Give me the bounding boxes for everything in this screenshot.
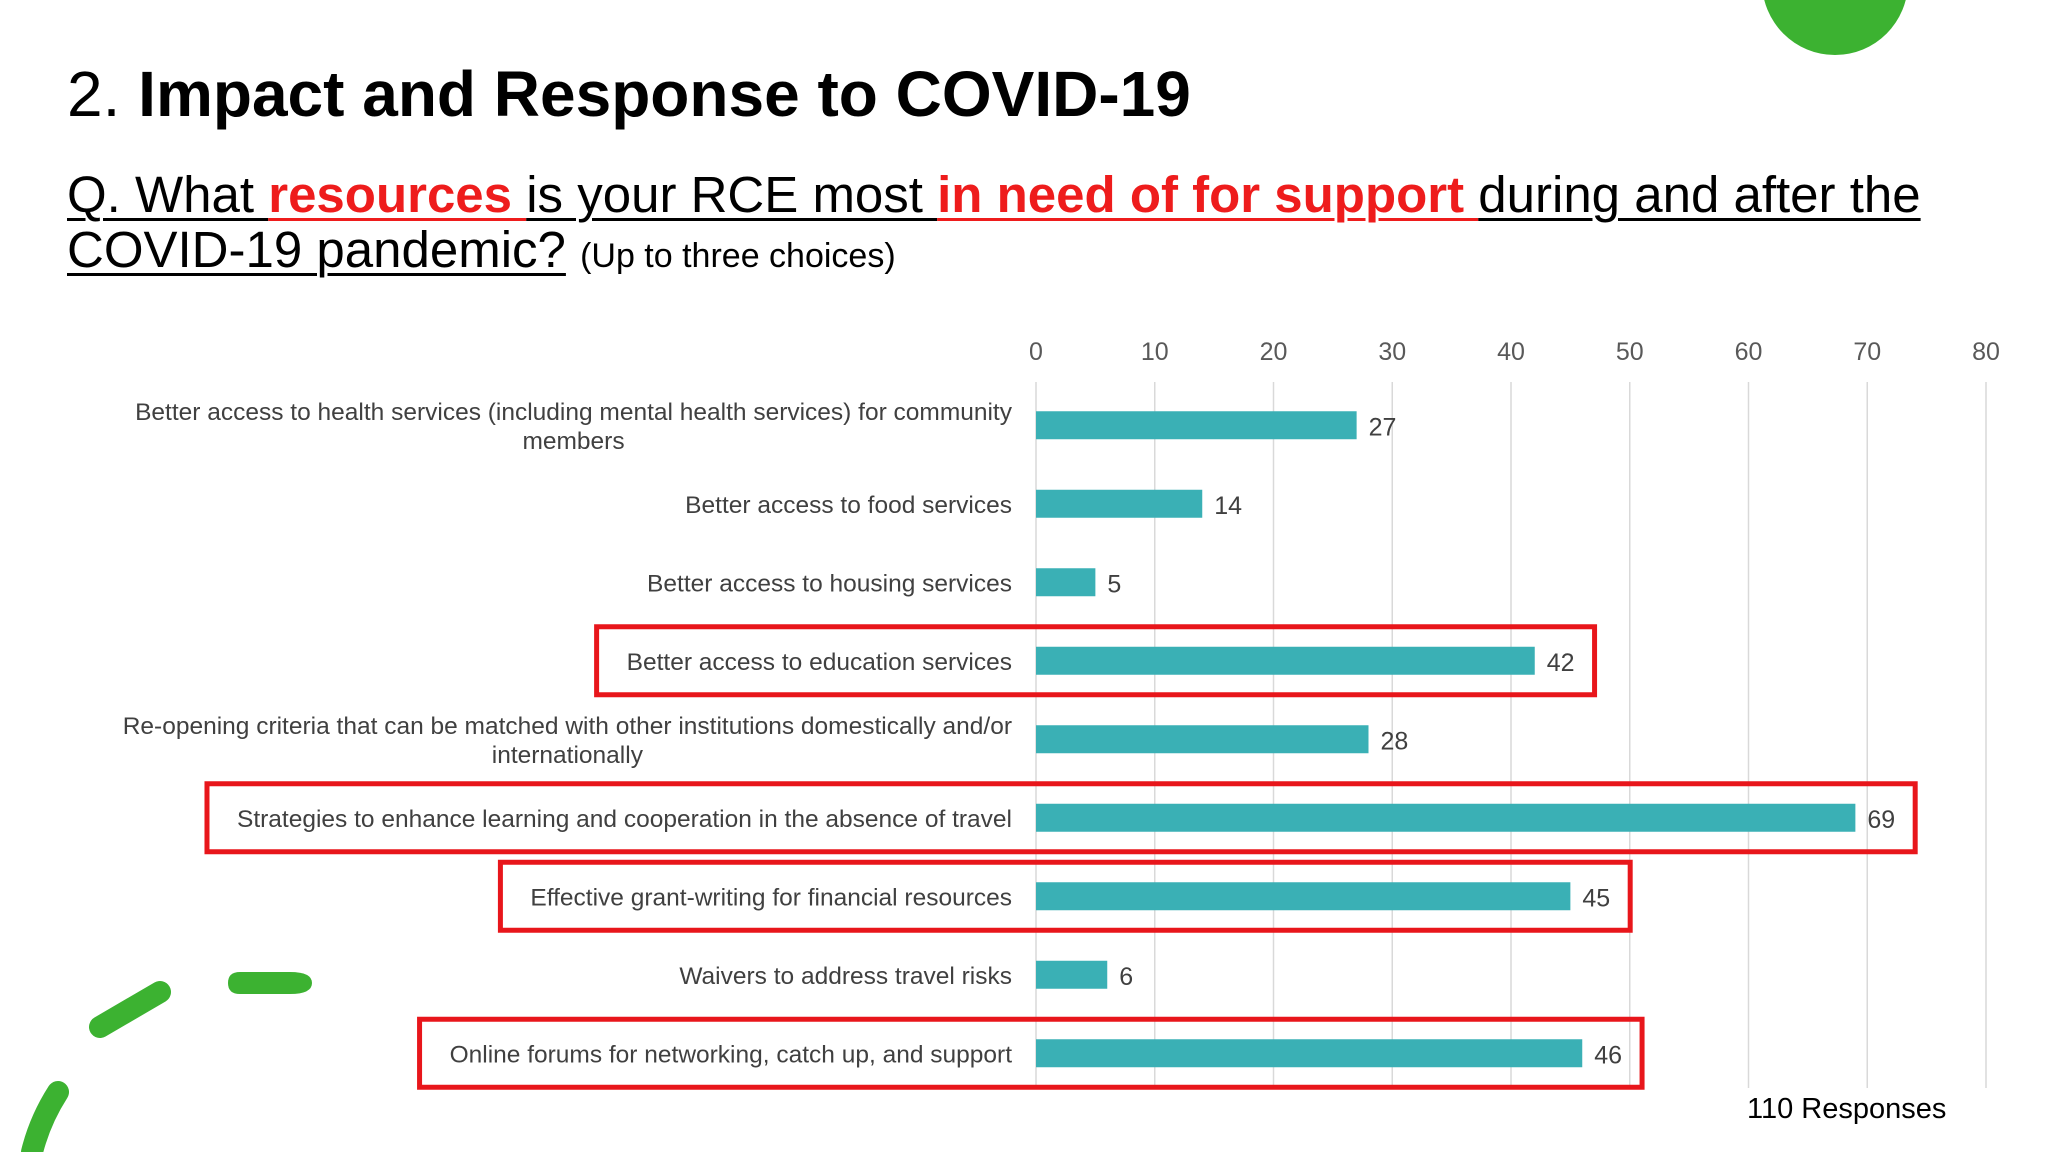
category-label-line: members <box>522 428 624 455</box>
bar <box>1036 882 1571 911</box>
category-label: Better access to housing services <box>647 570 1012 597</box>
x-tick-label: 70 <box>1853 338 1881 366</box>
question-emphasis-support: in need of for support <box>937 166 1479 223</box>
question-part-1: Q. What <box>67 166 269 223</box>
category-label-line: Better access to health services (includ… <box>135 399 1013 426</box>
data-label: 42 <box>1547 649 1575 677</box>
category-label: Re-opening criteria that can be matched … <box>123 713 1012 769</box>
bar <box>1036 411 1357 440</box>
x-tick-label: 20 <box>1260 338 1288 366</box>
category-label: Effective grant-writing for financial re… <box>530 884 1012 911</box>
category-label-line: Strategies to enhance learning and coope… <box>237 806 1012 833</box>
title-number: 2. <box>67 58 121 130</box>
question-text: Q. What resources is your RCE most in ne… <box>67 167 1967 284</box>
category-label: Better access to food services <box>685 492 1012 519</box>
x-tick-label: 0 <box>1029 338 1043 366</box>
title-text: Impact and Response to COVID-19 <box>138 58 1191 130</box>
x-tick-label: 30 <box>1378 338 1406 366</box>
category-label-line: Effective grant-writing for financial re… <box>530 884 1012 911</box>
decorative-green-dashes <box>21 972 312 1152</box>
category-label-line: Waivers to address travel risks <box>679 963 1012 990</box>
bar <box>1036 489 1203 518</box>
question-note: (Up to three choices) <box>580 237 896 275</box>
x-tick-label: 40 <box>1497 338 1525 366</box>
category-label: Strategies to enhance learning and coope… <box>237 806 1012 833</box>
bar <box>1036 568 1096 597</box>
x-tick-label: 80 <box>1972 338 2000 366</box>
highlight-box <box>204 781 1918 855</box>
data-label: 45 <box>1582 884 1610 912</box>
bar <box>1036 1039 1583 1068</box>
data-label: 27 <box>1369 413 1397 441</box>
question-emphasis-resources: resources <box>268 166 527 223</box>
question-part-5: during and after the COVID-19 pandemic? <box>67 166 1921 278</box>
category-label: Waivers to address travel risks <box>679 963 1012 990</box>
data-label: 5 <box>1107 570 1121 598</box>
category-label-line: Better access to food services <box>685 492 1012 519</box>
slide-title: 2. Impact and Response to COVID-19 <box>67 56 1191 132</box>
x-tick-label: 60 <box>1735 338 1763 366</box>
category-label-line: Online forums for networking, catch up, … <box>450 1041 1013 1068</box>
category-label-line: Re-opening criteria that can be matched … <box>123 713 1012 740</box>
category-label: Better access to health services (includ… <box>135 399 1013 455</box>
category-label: Better access to education services <box>627 649 1012 676</box>
data-label: 69 <box>1867 806 1895 834</box>
x-tick-label: 10 <box>1141 338 1169 366</box>
highlight-box <box>497 859 1633 933</box>
data-label: 6 <box>1119 963 1133 991</box>
x-tick-label: 50 <box>1616 338 1644 366</box>
bar <box>1036 725 1369 754</box>
highlight-box <box>594 624 1598 698</box>
highlight-box <box>417 1016 1645 1090</box>
category-label-line: Better access to education services <box>627 649 1012 676</box>
bar <box>1036 646 1535 675</box>
bar <box>1036 960 1108 989</box>
question-part-3: is your RCE most <box>526 166 938 223</box>
data-label: 14 <box>1214 492 1242 520</box>
category-label: Online forums for networking, catch up, … <box>450 1041 1013 1068</box>
category-label-line: Better access to housing services <box>647 570 1012 597</box>
category-label-line: internationally <box>492 742 644 769</box>
bar <box>1036 803 1856 832</box>
data-label: 28 <box>1381 727 1409 755</box>
data-label: 46 <box>1594 1041 1622 1069</box>
responses-count: 110 Responses <box>1747 1093 1947 1125</box>
